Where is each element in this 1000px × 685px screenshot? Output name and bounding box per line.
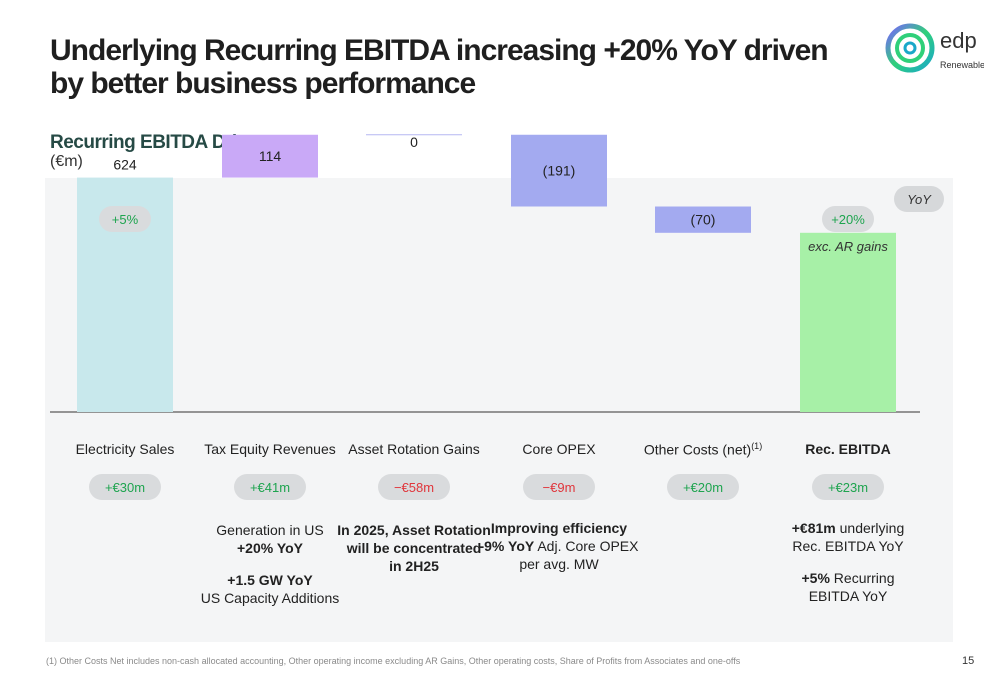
bar-rec-ebitda bbox=[800, 232, 896, 412]
exclusion-note: exc. AR gains bbox=[808, 239, 888, 254]
chart-unit: (€m) bbox=[50, 153, 83, 170]
svg-text:+20%: +20% bbox=[831, 212, 865, 227]
category-label: Tax Equity Revenues bbox=[204, 441, 336, 457]
category-label: Rec. EBITDA bbox=[805, 441, 891, 457]
yoy-tag: YoY bbox=[894, 186, 944, 212]
driver-note: Improving efficiency -9% YoY Adj. Core OP… bbox=[479, 520, 639, 572]
value-label: (191) bbox=[543, 163, 576, 179]
page-title: Underlying Recurring EBITDA increasing +… bbox=[50, 34, 829, 100]
bottom-yoy-pill: +€20m bbox=[667, 474, 739, 500]
value-label: 0 bbox=[410, 134, 418, 150]
bottom-yoy-pill: −€58m bbox=[378, 474, 450, 500]
driver-note: In 2025, Asset Rotation will be concentra… bbox=[337, 522, 491, 574]
bottom-yoy-pill: +€41m bbox=[234, 474, 306, 500]
category-label: Other Costs (net)(1) bbox=[643, 441, 763, 458]
chart-title: Recurring EBITDA Drivers bbox=[50, 132, 274, 153]
logo-subtext: Renewables bbox=[940, 60, 984, 70]
bottom-yoy-pill: −€9m bbox=[523, 474, 595, 500]
category-label: Asset Rotation Gains bbox=[348, 441, 480, 457]
value-label: 624 bbox=[113, 157, 137, 173]
footnote: (1) Other Costs Net includes non-cash al… bbox=[46, 656, 741, 666]
bar-tax-equity-revenues bbox=[222, 134, 318, 178]
edp-logo-icon: edp Renewables bbox=[885, 23, 990, 73]
top-yoy-pill: +5% bbox=[99, 206, 151, 232]
bottom-yoy-pill: +€23m bbox=[812, 474, 884, 500]
driver-note: Generation in US +20% YoY +1.5 GW YoY US Ca… bbox=[200, 522, 340, 606]
logo-text: edp bbox=[940, 28, 977, 53]
driver-note: +€81m underlying Rec. EBITDA YoY +5% Recur… bbox=[791, 520, 905, 604]
svg-text:+5%: +5% bbox=[112, 212, 139, 227]
category-label: Electricity Sales bbox=[75, 441, 175, 457]
bar-other-costs-net- bbox=[655, 206, 751, 233]
value-label: 114 bbox=[259, 148, 282, 164]
top-yoy-pill: +20% bbox=[822, 206, 874, 232]
page-number: 15 bbox=[962, 655, 975, 667]
value-label: (70) bbox=[691, 212, 716, 228]
bottom-yoy-pill: +€30m bbox=[89, 474, 161, 500]
edp-logo: edp Renewables bbox=[884, 18, 990, 78]
category-label: Core OPEX bbox=[522, 441, 596, 457]
bar-core-opex bbox=[511, 134, 607, 207]
